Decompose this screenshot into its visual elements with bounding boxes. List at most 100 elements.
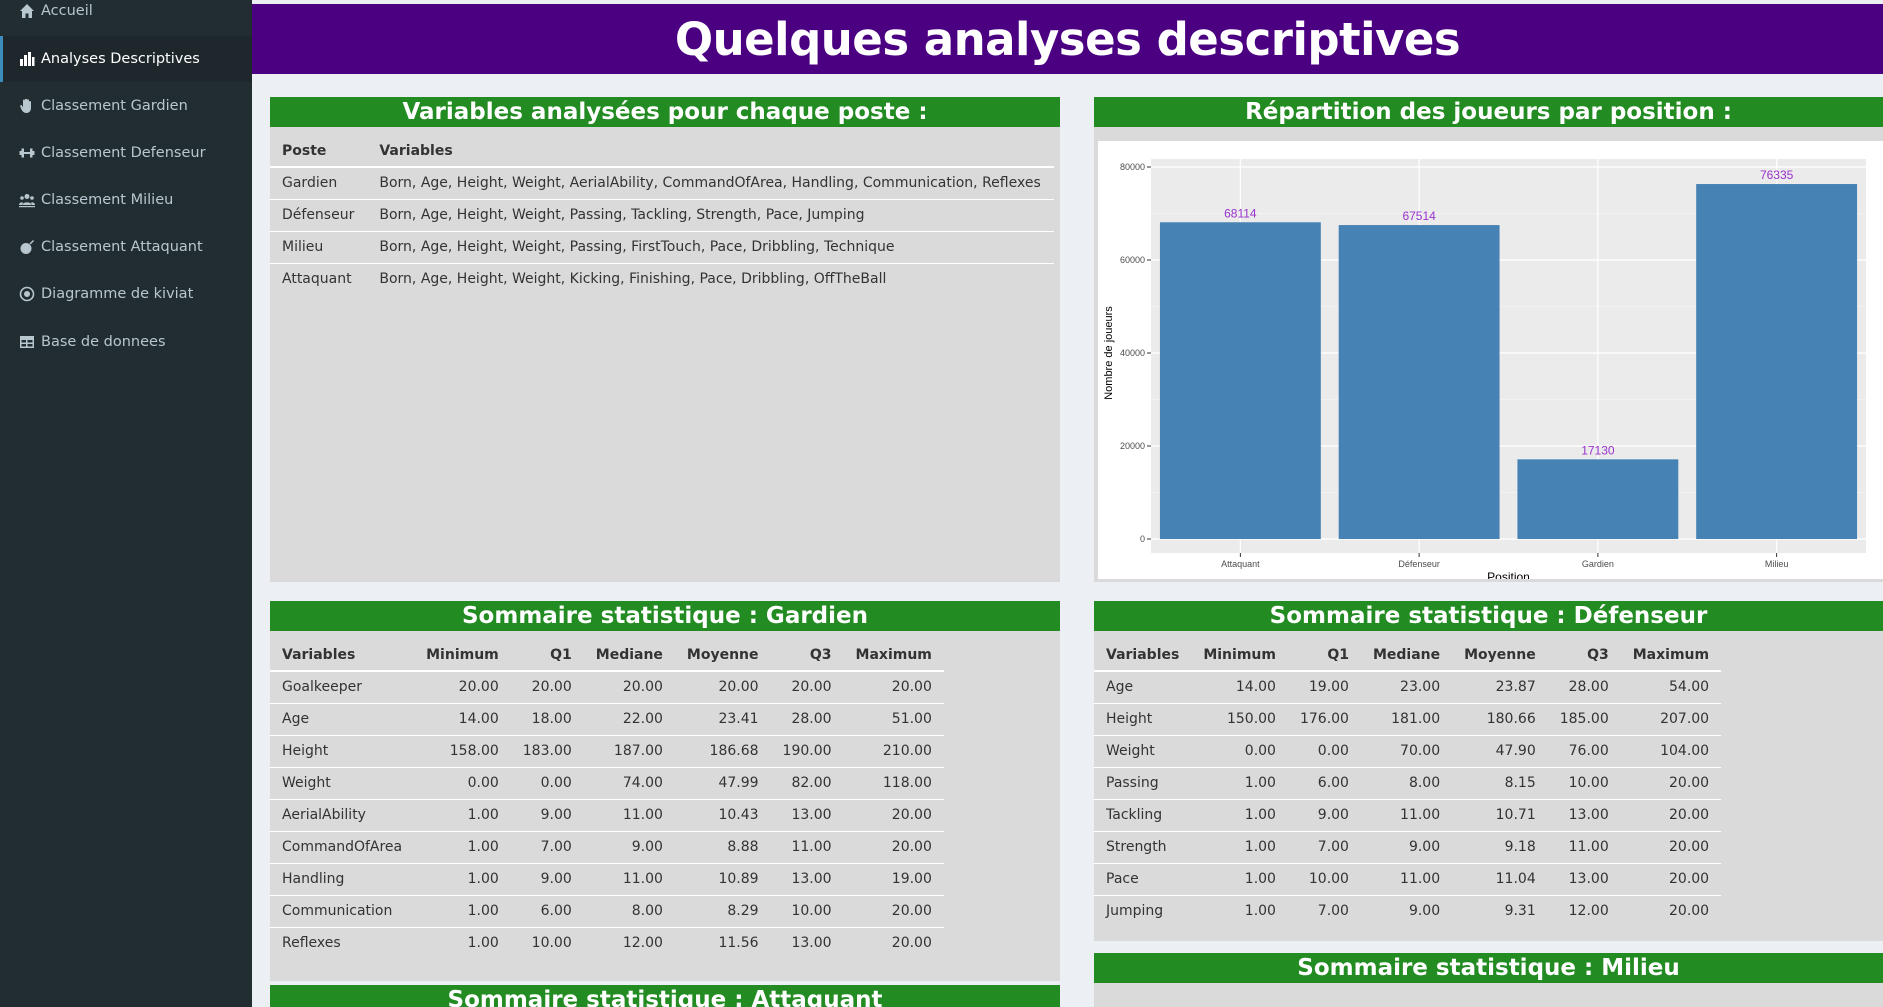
table-cell: 210.00	[843, 734, 944, 767]
y-tick-label: 0	[1140, 534, 1145, 544]
users-icon	[18, 191, 36, 209]
sidebar-item-accueil[interactable]: Accueil	[0, 0, 252, 34]
table-cell: Born, Age, Height, Weight, Passing, Tack…	[367, 198, 1054, 231]
table-cell: 150.00	[1191, 702, 1288, 735]
sidebar-item-diagramme-de-kiviat[interactable]: Diagramme de kiviat	[0, 271, 252, 317]
table-cell: 54.00	[1620, 670, 1722, 703]
table-cell: 20.00	[843, 798, 944, 831]
sidebar-item-classement-attaquant[interactable]: Classement Attaquant	[0, 224, 252, 270]
bar	[1517, 459, 1679, 539]
table-row: Age 14.00 19.00 23.00 23.87 28.00 54.00	[1094, 670, 1722, 703]
table-cell: 7.00	[510, 830, 584, 863]
table-cell: 22.00	[583, 702, 675, 735]
table-cell: 10.00	[1547, 766, 1621, 799]
target-icon	[18, 285, 36, 303]
table-cell: 9.31	[1452, 894, 1548, 927]
column-header: Q3	[1547, 639, 1621, 672]
table-cell: Goalkeeper	[270, 670, 415, 703]
table-cell: 13.00	[770, 798, 844, 831]
table-row: Strength 1.00 7.00 9.00 9.18 11.00 20.00	[1094, 830, 1722, 863]
table-cell: 23.00	[1360, 670, 1453, 703]
table-cell: 20.00	[1620, 830, 1722, 863]
table-cell: 8.00	[1360, 766, 1453, 799]
table-row: Milieu Born, Age, Height, Weight, Passing…	[270, 230, 1054, 263]
data-label: 76335	[1760, 168, 1794, 182]
table-cell: 20.00	[843, 830, 944, 863]
sidebar-item-label: Base de donnees	[41, 334, 166, 350]
defenseur-summary-box: Sommaire statistique : Défenseur Variabl…	[1094, 601, 1883, 941]
table-cell: 1.00	[414, 894, 511, 927]
table-cell: 20.00	[510, 670, 584, 703]
table-cell: 20.00	[414, 670, 511, 703]
sidebar-item-classement-gardien[interactable]: Classement Gardien	[0, 83, 252, 129]
table-cell: 47.90	[1452, 734, 1548, 767]
data-label: 67514	[1402, 209, 1436, 223]
table-icon	[18, 333, 36, 351]
table-cell: 10.71	[1452, 798, 1548, 831]
table-cell: Strength	[1094, 830, 1192, 863]
table-cell: 51.00	[843, 702, 944, 735]
table-cell: Weight	[1094, 734, 1192, 767]
table-cell: Gardien	[270, 166, 368, 199]
table-cell: Weight	[270, 766, 415, 799]
attaquant-summary-box: Sommaire statistique : Attaquant	[270, 985, 1060, 1007]
table-cell: CommandOfArea	[270, 830, 415, 863]
attaquant-summary-title: Sommaire statistique : Attaquant	[270, 985, 1060, 1007]
table-cell: 1.00	[1191, 798, 1288, 831]
table-cell: Milieu	[270, 230, 368, 263]
sidebar-item-base-de-donnees[interactable]: Base de donnees	[0, 319, 252, 365]
column-header: Q3	[770, 639, 844, 672]
bar	[1696, 184, 1858, 540]
hand-icon	[18, 97, 36, 115]
table-cell: 0.00	[1287, 734, 1361, 767]
table-cell: 13.00	[770, 926, 844, 959]
table-cell: 8.15	[1452, 766, 1548, 799]
repartition-box-title: Répartition des joueurs par position :	[1094, 97, 1883, 127]
table-cell: 19.00	[843, 862, 944, 895]
bar-chart: 68114 67514 17130 76335 0 20000 40000 60000 8000…	[1098, 141, 1883, 579]
table-cell: 20.00	[843, 926, 944, 959]
table-cell: 9.00	[1287, 798, 1361, 831]
table-cell: Born, Age, Height, Weight, AerialAbility…	[367, 166, 1054, 199]
table-cell: 9.18	[1452, 830, 1548, 863]
sidebar-item-analyses-descriptives[interactable]: Analyses Descriptives	[0, 36, 252, 82]
table-cell: Height	[270, 734, 415, 767]
sidebar-item-classement-defenseur[interactable]: Classement Defenseur	[0, 130, 252, 176]
table-cell: 14.00	[1191, 670, 1288, 703]
table-cell: 12.00	[583, 926, 675, 959]
table-cell: 20.00	[770, 670, 844, 703]
dumbbell-icon	[18, 144, 36, 162]
table-row: Height 150.00 176.00 181.00 180.66 185.00 207.…	[1094, 702, 1722, 735]
table-cell: Born, Age, Height, Weight, Passing, Firs…	[367, 230, 1054, 263]
table-cell: 20.00	[843, 670, 944, 703]
table-cell: 11.00	[583, 862, 675, 895]
table-cell: 13.00	[1547, 862, 1621, 895]
column-header: Poste	[270, 135, 368, 168]
sidebar-item-classement-milieu[interactable]: Classement Milieu	[0, 177, 252, 223]
sidebar-item-label: Classement Milieu	[41, 192, 174, 208]
table-cell: 12.00	[1547, 894, 1621, 927]
table-row: Communication 1.00 6.00 8.00 8.29 10.00 20.00	[270, 894, 944, 927]
table-cell: 10.00	[510, 926, 584, 959]
y-tick-label: 80000	[1120, 162, 1145, 172]
x-tick-label: Gardien	[1582, 559, 1614, 569]
table-cell: AerialAbility	[270, 798, 415, 831]
table-cell: Born, Age, Height, Weight, Kicking, Fini…	[367, 262, 1054, 295]
table-row: CommandOfArea 1.00 7.00 9.00 8.88 11.00 20.00	[270, 830, 944, 863]
table-cell: 190.00	[770, 734, 844, 767]
table-cell: 1.00	[1191, 894, 1288, 927]
gardien-summary-box: Sommaire statistique : Gardien Variables…	[270, 601, 1060, 981]
sidebar-item-label: Accueil	[41, 3, 93, 19]
table-cell: 76.00	[1547, 734, 1621, 767]
bar	[1159, 222, 1321, 539]
table-cell: 8.29	[674, 894, 771, 927]
table-cell: 20.00	[1620, 798, 1722, 831]
table-cell: 7.00	[1287, 894, 1361, 927]
gardien-summary-title: Sommaire statistique : Gardien	[270, 601, 1060, 631]
data-label: 17130	[1581, 443, 1615, 457]
table-cell: 8.00	[583, 894, 675, 927]
table-cell: 20.00	[583, 670, 675, 703]
table-cell: Reflexes	[270, 926, 415, 959]
table-row: Age 14.00 18.00 22.00 23.41 28.00 51.00	[270, 702, 944, 735]
table-header-row: Variables Minimum Q1 Mediane Moyenne Q3 Maximu…	[1094, 639, 1722, 672]
